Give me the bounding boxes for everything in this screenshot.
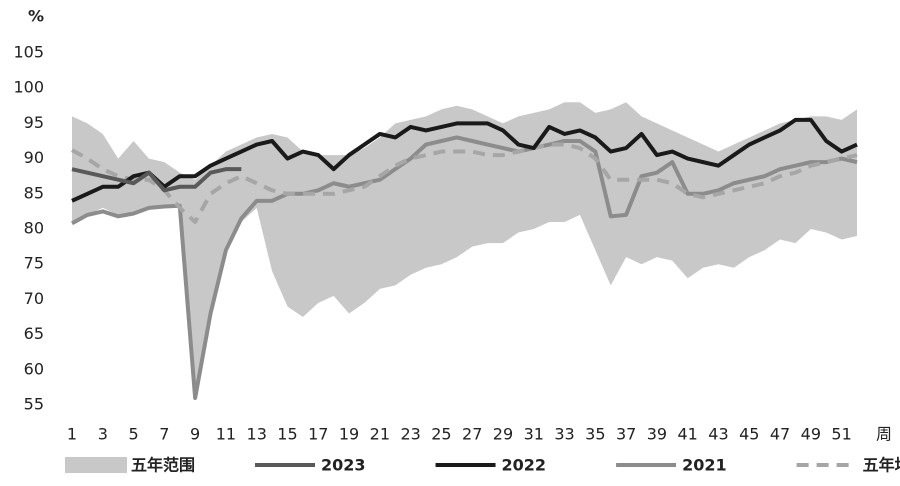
x-tick-label: 49 <box>801 425 821 444</box>
legend: 五年范围 2023 2022 2021 五年均值 <box>65 456 900 475</box>
y-tick-label: 80 <box>24 219 44 238</box>
x-tick-label: 15 <box>277 425 297 444</box>
y-axis-label: % <box>28 7 44 26</box>
legend-label: 五年均值 <box>863 456 900 475</box>
series-line <box>71 135 858 400</box>
y-tick-label: 95 <box>24 113 44 132</box>
legend-label: 五年范围 <box>131 456 195 475</box>
y-tick-label: 75 <box>24 254 44 273</box>
y-tick-label: 100 <box>13 78 44 97</box>
x-tick-label: 23 <box>400 425 420 444</box>
x-tick-label: 39 <box>647 425 667 444</box>
x-tick-label: 3 <box>98 425 108 444</box>
x-tick-label: 31 <box>524 425 544 444</box>
x-tick-label: 41 <box>678 425 698 444</box>
x-tick-label: 9 <box>190 425 200 444</box>
x-tick-label: 29 <box>493 425 513 444</box>
x-tick-label: 45 <box>739 425 759 444</box>
legend-label: 2023 <box>321 456 366 475</box>
x-tick-label: 25 <box>431 425 451 444</box>
x-tick-label: 11 <box>216 425 236 444</box>
y-tick-label: 105 <box>13 43 44 62</box>
y-tick-label: 65 <box>24 324 44 343</box>
range-band <box>72 102 857 398</box>
series-line <box>71 167 242 193</box>
x-tick-label: 7 <box>159 425 169 444</box>
x-tick-label: 13 <box>247 425 267 444</box>
legend-label: 2021 <box>682 456 727 475</box>
x-tick-label: 1 <box>67 425 77 444</box>
y-tick-label: 55 <box>24 395 44 414</box>
x-tick-label: 27 <box>462 425 482 444</box>
legend-swatch <box>65 457 127 473</box>
x-tick-label: 35 <box>585 425 605 444</box>
x-tick-label: 37 <box>616 425 636 444</box>
legend-label: 2022 <box>502 456 547 475</box>
x-tick-label: 43 <box>708 425 728 444</box>
y-tick-label: 90 <box>24 148 44 167</box>
x-tick-label: 5 <box>128 425 138 444</box>
x-tick-label: 47 <box>770 425 790 444</box>
x-axis-label: 周 <box>876 425 892 444</box>
series-line <box>71 142 858 224</box>
x-tick-label: 19 <box>339 425 359 444</box>
y-tick-label: 60 <box>24 359 44 378</box>
x-tick-label: 17 <box>308 425 328 444</box>
y-tick-label: 70 <box>24 289 44 308</box>
y-tick-label: 85 <box>24 183 44 202</box>
x-tick-label: 33 <box>554 425 574 444</box>
x-tick-label: 21 <box>370 425 390 444</box>
series-line <box>71 117 858 203</box>
x-tick-label: 51 <box>831 425 851 444</box>
